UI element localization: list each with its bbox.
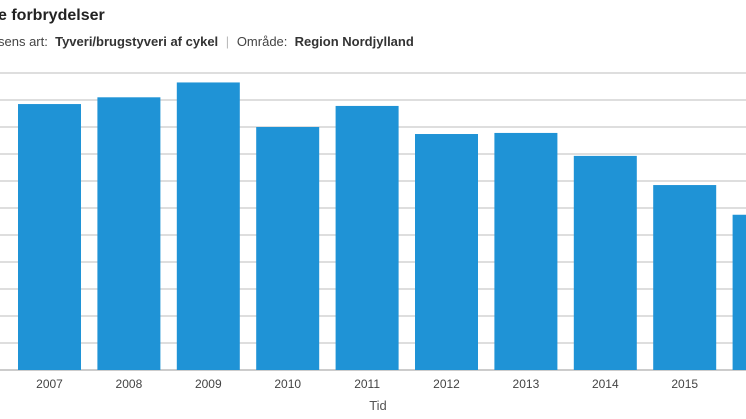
bar-2013[interactable]: [494, 132, 558, 370]
x-tick-label: 2013: [513, 377, 540, 391]
filter-summary: sens art: Tyveri/brugstyveri af cykel | …: [0, 34, 414, 49]
bar-2016[interactable]: [732, 214, 746, 370]
x-tick-label: 2008: [116, 377, 143, 391]
bar-2012[interactable]: [415, 134, 478, 370]
filter-area-label: Område:: [236, 34, 288, 49]
bar-2010[interactable]: [256, 127, 320, 370]
x-tick-label: 2014: [592, 377, 619, 391]
x-tick-label: 2007: [36, 377, 63, 391]
bar-2015[interactable]: [653, 185, 717, 370]
x-tick-label: 2010: [274, 377, 301, 391]
filter-offence-value: Tyveri/brugstyveri af cykel: [55, 34, 219, 49]
bar-2007[interactable]: [18, 104, 81, 371]
bar-2011[interactable]: [335, 105, 399, 370]
filter-area-value: Region Nordjylland: [294, 34, 414, 49]
x-tick-label: 2012: [433, 377, 460, 391]
filter-offence-label: sens art:: [0, 34, 48, 49]
separator: |: [225, 34, 230, 49]
x-tick-label: 2011: [354, 377, 380, 391]
x-tick-label: 2015: [671, 377, 698, 391]
x-axis-label: Tid: [369, 398, 387, 413]
x-tick-label: 2009: [195, 377, 222, 391]
chart-title: e forbrydelser: [0, 7, 105, 24]
bar-2008[interactable]: [97, 97, 161, 371]
bar-2014[interactable]: [573, 155, 637, 370]
bar-2009[interactable]: [176, 82, 240, 370]
